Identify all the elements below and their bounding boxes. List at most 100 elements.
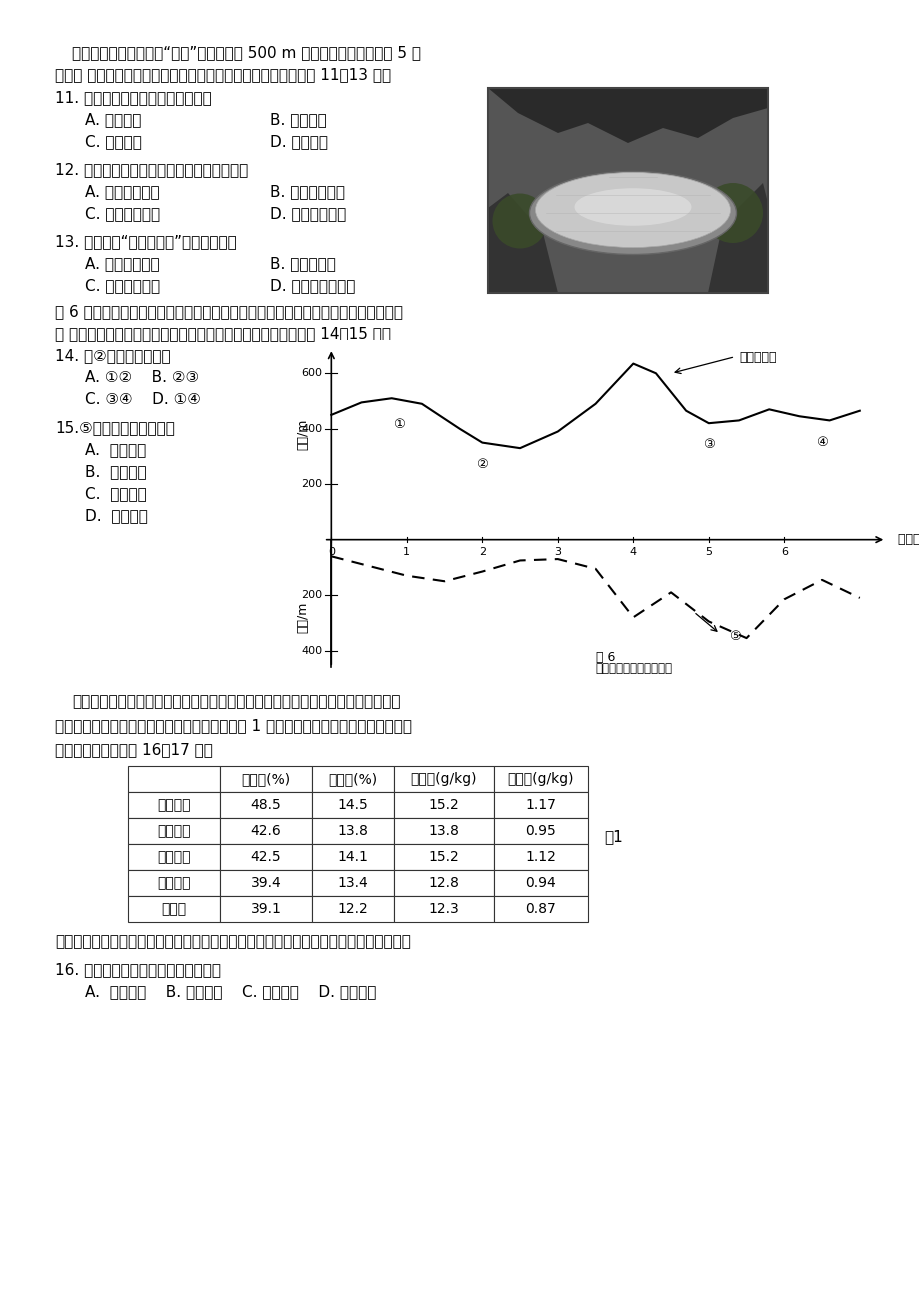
Ellipse shape	[573, 188, 691, 226]
Bar	[312, 870, 393, 896]
Bar	[494, 766, 587, 792]
Text: 氮含量(g/kg): 氮含量(g/kg)	[507, 772, 573, 786]
Bar	[494, 818, 587, 844]
Text: 地形剖面线: 地形剖面线	[738, 351, 776, 364]
Text: 14. 属②背斜谷的地方是: 14. 属②背斜谷的地方是	[55, 348, 170, 363]
Text: 含水量(%): 含水量(%)	[328, 772, 377, 786]
Bar	[128, 896, 220, 922]
Text: 0.95: 0.95	[525, 824, 556, 839]
Text: ④: ④	[815, 436, 827, 448]
Text: D. 冷气团南下受阻: D. 冷气团南下受阻	[269, 278, 355, 292]
Ellipse shape	[535, 173, 730, 247]
Text: 12. 在贵州天坑修建射电望远镜的优势主要是: 12. 在贵州天坑修建射电望远镜的优势主要是	[55, 162, 248, 177]
Text: 42.6: 42.6	[250, 824, 281, 839]
Bar	[487, 88, 767, 292]
Text: 林草结合: 林草结合	[157, 850, 190, 865]
Text: C. ③④    D. ①④: C. ③④ D. ①④	[85, 393, 200, 407]
Text: 表1: 表1	[604, 829, 622, 844]
Text: B.  褶曲凹陷: B. 褶曲凹陷	[85, 464, 146, 478]
Text: 39.4: 39.4	[250, 876, 281, 891]
Text: B. 流水溶蚀: B. 流水溶蚀	[269, 112, 326, 127]
Text: 0.87: 0.87	[525, 902, 556, 916]
Bar	[494, 896, 587, 922]
Text: 1: 1	[403, 546, 410, 556]
Text: 12.8: 12.8	[428, 876, 459, 891]
Polygon shape	[487, 192, 558, 292]
Text: 同一沉积岩层埋藏深度线: 同一沉积岩层埋藏深度线	[595, 662, 672, 675]
Text: D. 增强技术交流: D. 增强技术交流	[269, 205, 346, 221]
Text: A. ①②    B. ②③: A. ①② B. ②③	[85, 370, 199, 385]
Text: ③: ③	[702, 438, 714, 451]
Text: 13.8: 13.8	[428, 824, 459, 839]
Text: A. 减少人为干扰: A. 减少人为干扰	[85, 185, 160, 199]
Text: 陕西冉家沟流域，丘陵广布，黄土深厚。由于毁林开荒，该流域土壤侵蚀严重。为: 陕西冉家沟流域，丘陵广布，黄土深厚。由于毁林开荒，该流域土壤侵蚀严重。为	[72, 694, 400, 709]
Text: 600: 600	[301, 368, 322, 378]
Text: 14.5: 14.5	[337, 798, 368, 812]
Text: 11. 贵州众多山顶天坑的形成原因是: 11. 贵州众多山顶天坑的形成原因是	[55, 90, 211, 105]
Bar	[393, 844, 494, 870]
Bar	[128, 766, 220, 792]
Polygon shape	[487, 88, 767, 143]
Text: A. 火山喷发: A. 火山喷发	[85, 112, 142, 127]
Text: 15.⑤处发生的地壳运动是: 15.⑤处发生的地壳运动是	[55, 420, 175, 436]
Text: 图 6 是某地地形剖面及其地下同一沉积岩层埋藏深度示意图。岩层的埋藏深度（岩层: 图 6 是某地地形剖面及其地下同一沉积岩层埋藏深度示意图。岩层的埋藏深度（岩层	[55, 304, 403, 318]
Text: 封山育林: 封山育林	[157, 798, 190, 812]
Text: 42.5: 42.5	[250, 850, 281, 865]
Text: C. 多强气旋活动: C. 多强气旋活动	[85, 278, 160, 292]
Text: ②: ②	[476, 458, 488, 471]
Text: 0: 0	[327, 546, 335, 556]
Bar	[220, 766, 312, 792]
Bar	[393, 818, 494, 844]
Text: ①: ①	[393, 417, 404, 430]
Text: 土壤状况。据此完成 16～17 题。: 土壤状况。据此完成 16～17 题。	[55, 742, 212, 757]
Bar	[312, 766, 393, 792]
Text: 2: 2	[478, 546, 485, 556]
Text: 400: 400	[301, 646, 322, 655]
Text: 5: 5	[705, 546, 711, 556]
Text: 3: 3	[554, 546, 561, 556]
Text: 乔木纯林: 乔木纯林	[157, 876, 190, 891]
Text: 200: 200	[301, 480, 322, 489]
Text: 0.94: 0.94	[525, 876, 556, 891]
Text: 12.3: 12.3	[428, 902, 459, 916]
Bar	[128, 792, 220, 818]
Ellipse shape	[492, 194, 547, 248]
Text: 孔隙度(%): 孔隙度(%)	[241, 772, 290, 786]
Bar	[128, 870, 220, 896]
Bar	[312, 818, 393, 844]
Text: 深度/m: 深度/m	[296, 602, 309, 633]
Bar	[312, 844, 393, 870]
Bar	[128, 818, 220, 844]
Bar	[494, 844, 587, 870]
Text: 13.4: 13.4	[337, 876, 368, 891]
Text: C.  断裂下降: C. 断裂下降	[85, 486, 147, 500]
Text: 水平距离/km: 水平距离/km	[889, 533, 919, 546]
Text: 了改善生态环境，该流域实施退耕还林工程。表 1 示意冉家沟流域不同种植方式的表层: 了改善生态环境，该流域实施退耕还林工程。表 1 示意冉家沟流域不同种植方式的表层	[55, 718, 412, 733]
Bar	[220, 896, 312, 922]
Text: B. 增强通讯联系: B. 增强通讯联系	[269, 185, 345, 199]
Text: 15.2: 15.2	[428, 798, 459, 812]
Bar	[487, 88, 767, 292]
Text: 1.17: 1.17	[525, 798, 556, 812]
Text: ⑤: ⑤	[729, 629, 741, 642]
Text: A. 西南季风较强: A. 西南季风较强	[85, 256, 160, 270]
Bar	[393, 870, 494, 896]
Text: B. 冷高压控制: B. 冷高压控制	[269, 256, 335, 270]
Text: D. 冰川侵蚀: D. 冰川侵蚀	[269, 134, 328, 150]
Bar	[312, 896, 393, 922]
Ellipse shape	[529, 172, 736, 255]
Text: 400: 400	[301, 424, 322, 434]
Bar	[220, 792, 312, 818]
Bar	[220, 818, 312, 844]
Bar	[393, 766, 494, 792]
Text: 14.1: 14.1	[337, 850, 368, 865]
Bar	[220, 844, 312, 870]
Text: 16. 减轻土壤侵蚀最明显的种植方式是: 16. 减轻土壤侵蚀最明显的种植方式是	[55, 962, 221, 978]
Text: D.  断裂上升: D. 断裂上升	[85, 508, 148, 523]
Text: 注：孔隙度是指土壤孔隙容积占土体容积的百分比。水与空气共存并充满于土壤孔隙中。: 注：孔隙度是指土壤孔隙容积占土体容积的百分比。水与空气共存并充满于土壤孔隙中。	[55, 933, 411, 949]
Text: 乔灌结合: 乔灌结合	[157, 824, 190, 839]
Bar	[393, 792, 494, 818]
Text: 13. 当地冬季“天无三日晴”的主要原因是: 13. 当地冬季“天无三日晴”的主要原因是	[55, 234, 236, 250]
Text: 4: 4	[630, 546, 636, 556]
Text: 15.2: 15.2	[428, 850, 459, 865]
